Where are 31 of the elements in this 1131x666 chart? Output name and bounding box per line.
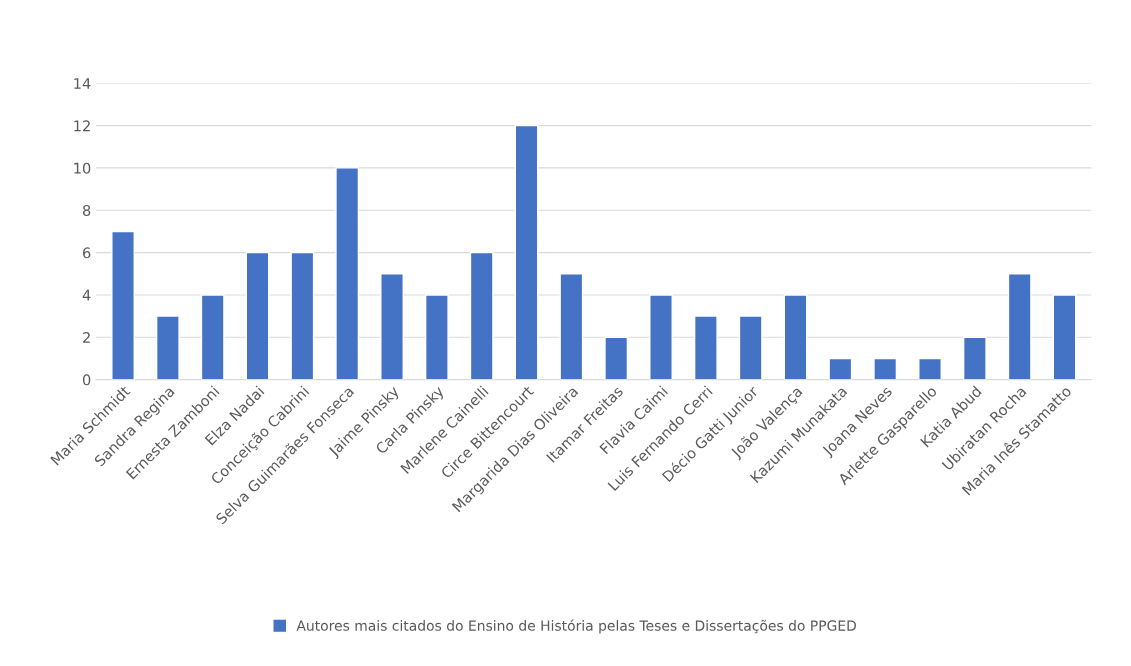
y-tick-label: 2 [83,332,90,343]
y-tick-label: 0 [82,374,91,386]
bar [693,315,718,380]
bar [1052,294,1077,380]
bar [514,124,539,380]
bar [604,336,629,380]
bar [783,294,808,380]
bar [469,251,494,380]
bar [335,167,360,380]
bar [1007,273,1032,380]
bar [559,273,584,380]
bar [738,315,763,380]
y-tick-label: 6 [83,247,91,259]
bar [290,251,315,380]
y-tick-label: 12 [74,120,90,132]
bar [155,315,180,380]
bar [873,357,898,380]
bar [380,273,404,380]
bar [649,294,673,380]
bar [111,230,135,380]
y-tick-label: 10 [74,162,91,174]
y-tick-label: 4 [82,289,91,301]
bar [962,336,987,380]
y-tick-label: 8 [82,204,91,217]
bar [424,294,449,380]
bar [828,357,853,380]
bar [245,251,270,380]
legend-label: Autores mais citados do Ensino de História pelas Teses e Dissertações do PPGED [296,619,856,634]
bar [918,357,942,380]
bar [200,294,225,380]
y-tick-label: 14 [74,78,91,89]
